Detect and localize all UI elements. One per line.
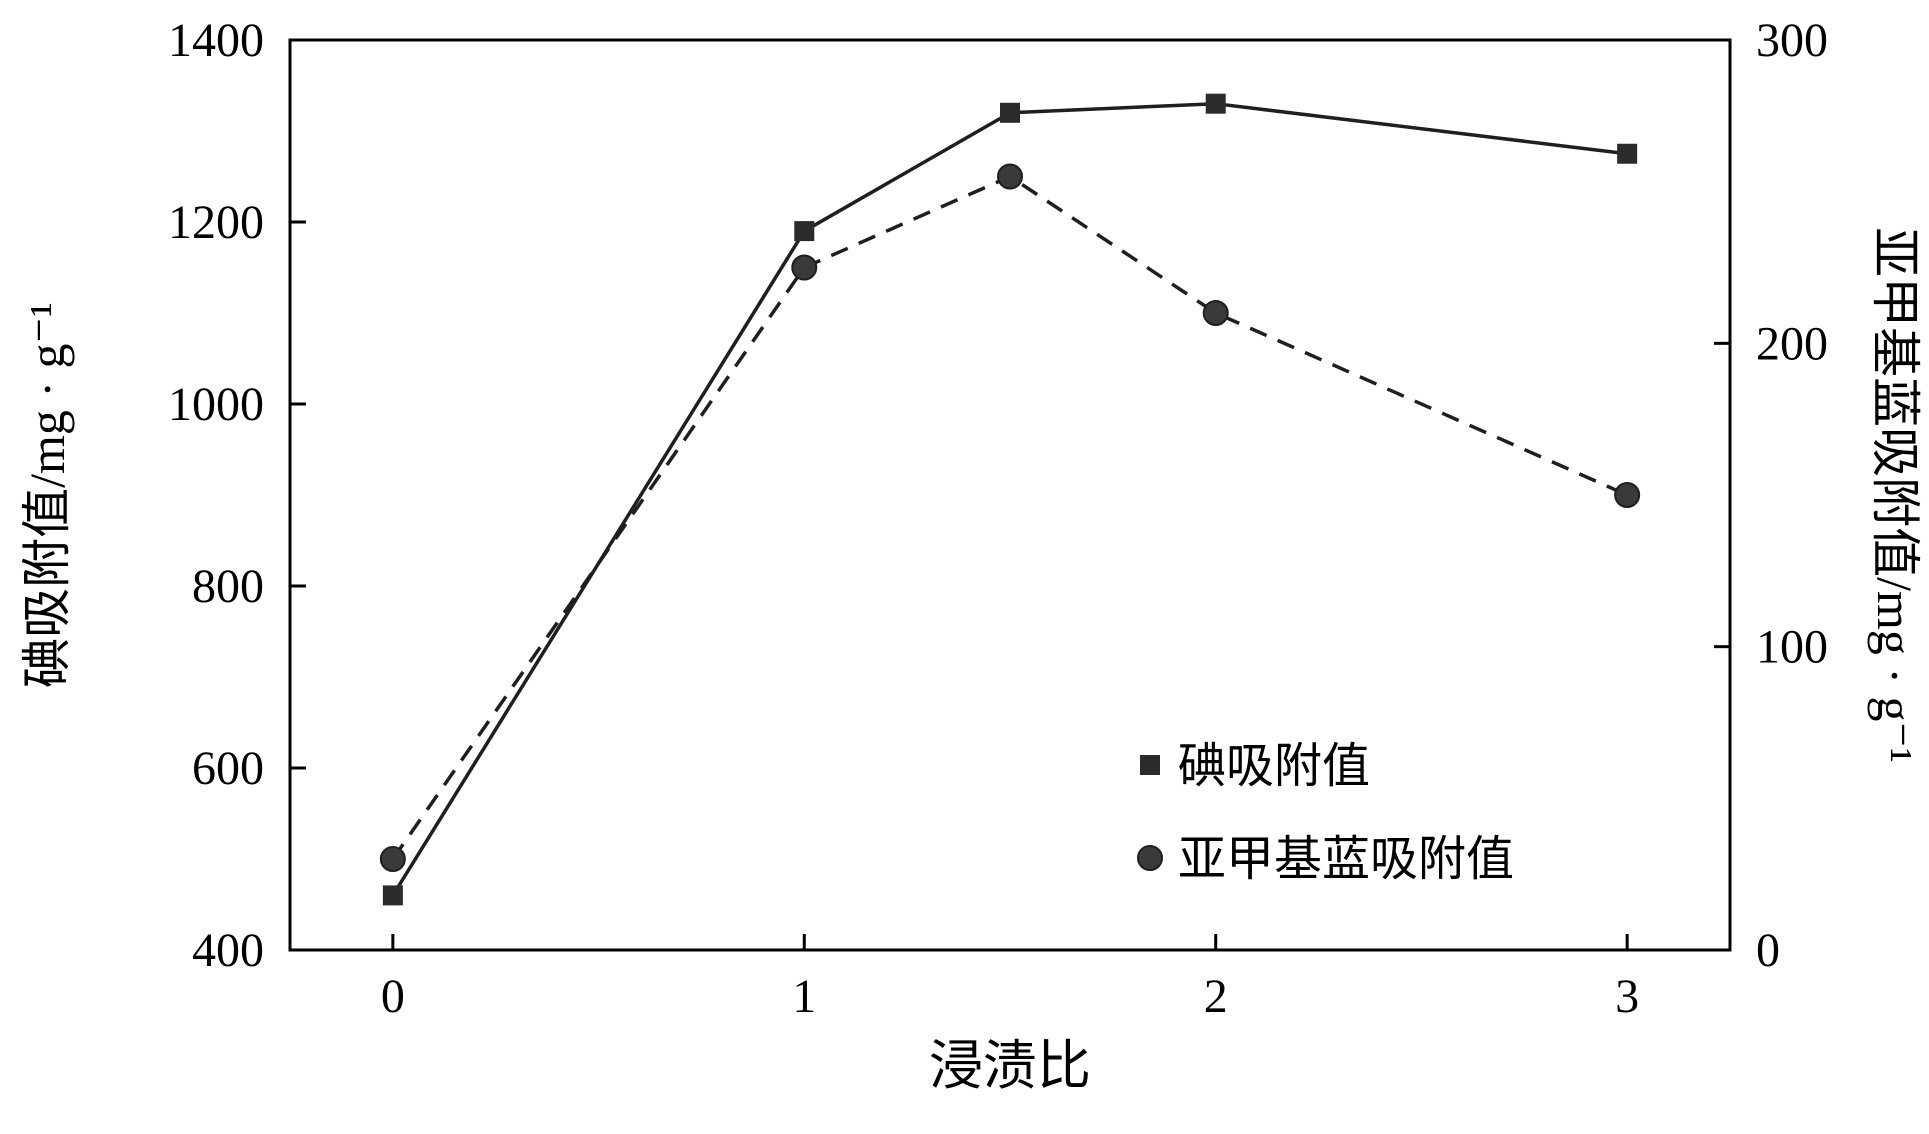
right-axis-tick-label: 300 — [1756, 14, 1828, 67]
series-line-0 — [391, 101, 1628, 897]
circle-marker — [997, 163, 1023, 190]
circle-marker — [791, 254, 818, 281]
left-axis-tick-label: 1400 — [168, 14, 264, 67]
x-axis-label: 浸渍比 — [929, 1036, 1091, 1096]
x-axis-tick-label: 2 — [1204, 970, 1228, 1023]
left-axis-tick-label: 400 — [192, 924, 264, 977]
left-axis-tick-label: 800 — [192, 560, 264, 613]
left-axis-tick-label: 600 — [192, 742, 264, 795]
square-marker — [1617, 143, 1638, 164]
legend-circle-marker — [1137, 845, 1163, 871]
circle-marker — [379, 846, 406, 872]
square-marker — [1000, 102, 1020, 123]
circle-marker — [1202, 300, 1229, 326]
x-axis-tick-label: 0 — [381, 970, 405, 1023]
x-axis-tick-label: 3 — [1615, 970, 1639, 1023]
square-marker — [382, 885, 403, 906]
square-marker — [794, 221, 815, 242]
left-axis-tick-label: 1000 — [168, 378, 264, 431]
legend-square-marker — [1140, 755, 1160, 775]
legend-item-label: 亚甲基蓝吸附值 — [1178, 833, 1514, 886]
right-axis-tick-label: 100 — [1756, 621, 1828, 674]
series-line-1 — [391, 174, 1628, 860]
right-axis-tick-label: 200 — [1756, 317, 1828, 370]
square-marker — [1205, 93, 1226, 114]
left-axis-tick-label: 1200 — [168, 196, 264, 249]
legend-item-label: 碘吸附值 — [1178, 740, 1370, 793]
right-axis-tick-label: 0 — [1756, 924, 1780, 977]
circle-marker — [1614, 482, 1641, 508]
plot-frame — [288, 38, 1732, 952]
right-axis-label: 亚甲基蓝吸附值/mg · g⁻¹ — [1867, 227, 1923, 763]
left-axis-label: 碘吸附值/mg · g⁻¹ — [19, 302, 75, 688]
x-axis-tick-label: 1 — [792, 970, 816, 1023]
